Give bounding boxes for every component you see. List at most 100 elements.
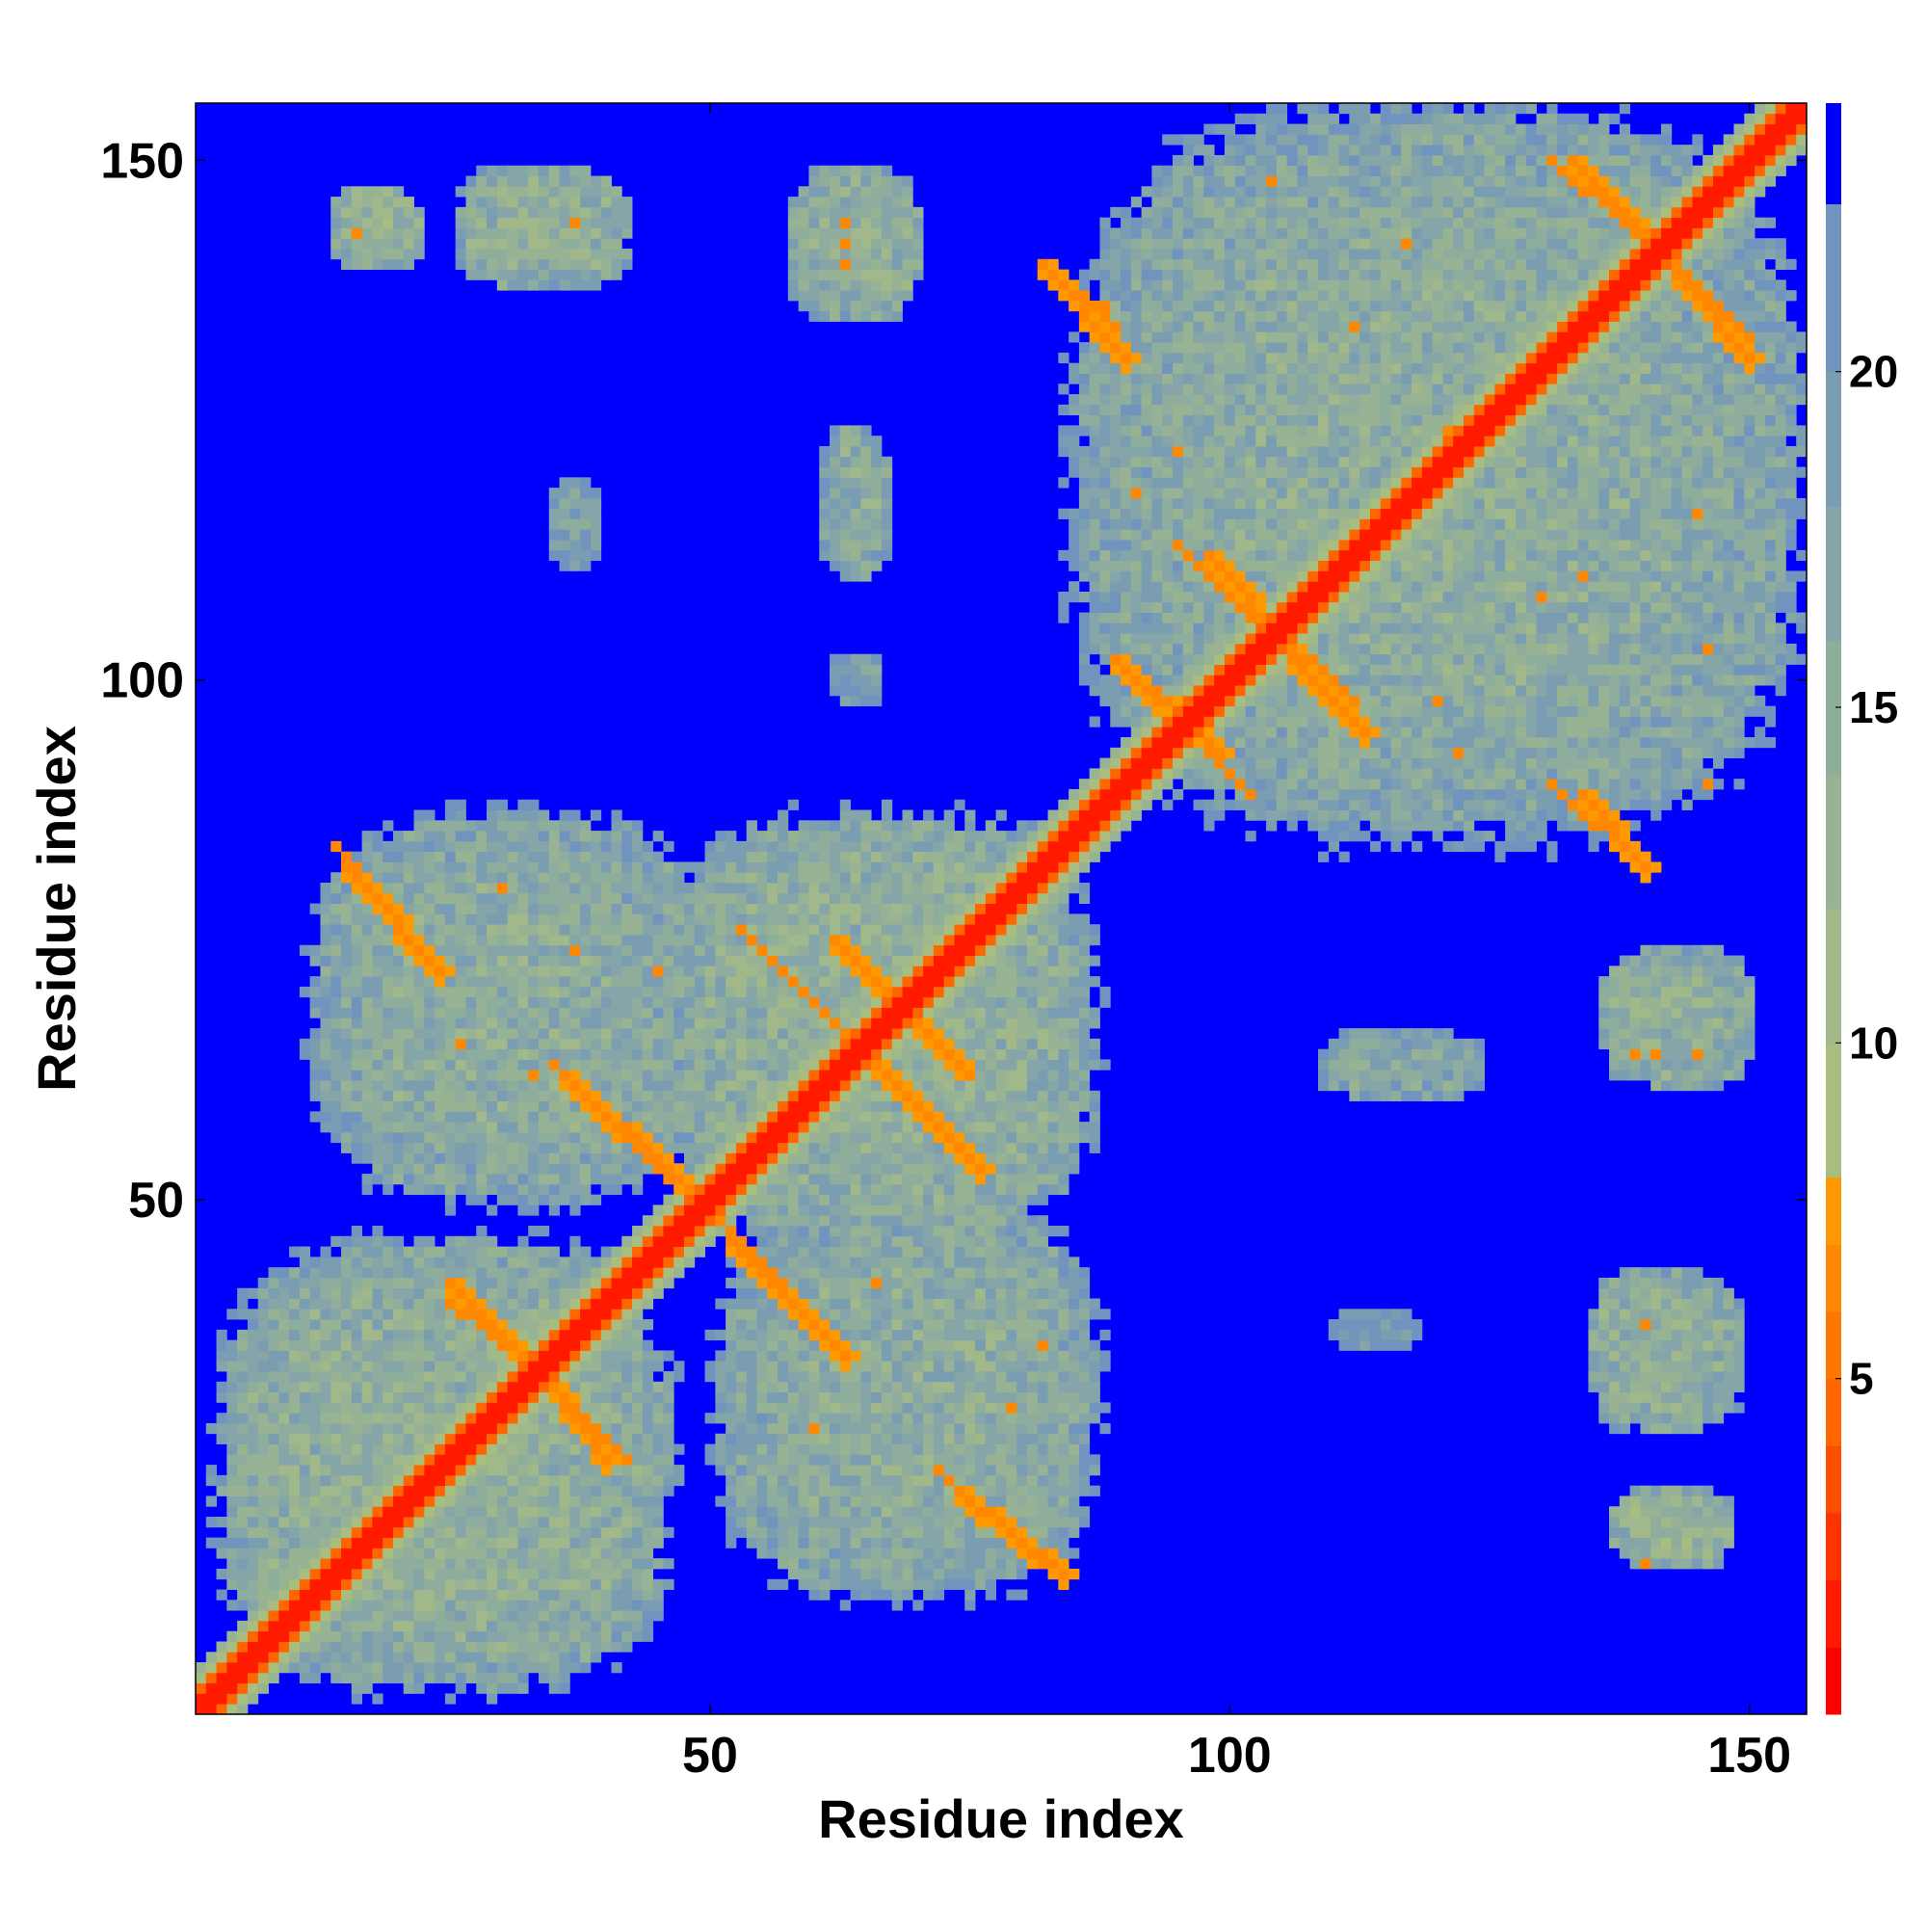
heatmap-cell: [1016, 1495, 1028, 1507]
heatmap-cell: [1650, 955, 1662, 966]
heatmap-cell: [787, 1142, 800, 1153]
heatmap-cell: [361, 1672, 373, 1684]
heatmap-cell: [216, 1589, 227, 1601]
heatmap-cell: [548, 996, 560, 1008]
heatmap-cell: [943, 1100, 955, 1112]
heatmap-cell: [1712, 1402, 1725, 1414]
heatmap-cell: [548, 1007, 560, 1019]
heatmap-cell: [444, 1194, 457, 1205]
heatmap-cell: [1058, 1465, 1069, 1476]
heatmap-cell: [559, 1506, 570, 1518]
heatmap-cell: [964, 1422, 976, 1435]
heatmap-cell: [1369, 1059, 1391, 1071]
heatmap-cell: [954, 1350, 965, 1362]
heatmap-cell: [465, 976, 498, 988]
heatmap-cell: [756, 976, 768, 988]
heatmap-cell: [964, 1381, 976, 1392]
heatmap-cell: [819, 1194, 831, 1205]
heatmap-cell: [1650, 986, 1662, 998]
heatmap-cell: [424, 1339, 446, 1351]
heatmap-cell: [392, 1079, 405, 1092]
heatmap-cell: [632, 1028, 644, 1040]
heatmap-cell: [538, 1028, 550, 1040]
heatmap-cell: [569, 1246, 581, 1257]
heatmap-cell: [778, 1070, 789, 1081]
heatmap-cell: [237, 1309, 259, 1320]
heatmap-cell: [517, 1682, 529, 1694]
heatmap-cell: [632, 1568, 644, 1580]
heatmap-cell: [611, 1517, 622, 1528]
heatmap-cell: [309, 1391, 331, 1403]
heatmap-cell: [995, 1485, 1007, 1496]
heatmap-cell: [1660, 1485, 1682, 1496]
heatmap-cell: [299, 944, 311, 956]
heatmap-cell: [455, 1257, 466, 1268]
heatmap-cell: [808, 1226, 820, 1237]
heatmap-cell: [1712, 1391, 1734, 1403]
heatmap-cell: [435, 892, 466, 905]
heatmap-cell: [392, 1298, 405, 1310]
heatmap-cell: [787, 1433, 820, 1444]
heatmap-cell: [341, 883, 353, 894]
heatmap-cell: [403, 1517, 414, 1528]
heatmap-cell: [1037, 1506, 1059, 1518]
heatmap-cell: [891, 1100, 903, 1112]
heatmap-cell: [860, 1381, 872, 1392]
heatmap-cell: [746, 1194, 779, 1205]
heatmap-cell: [361, 1641, 373, 1653]
heatmap-cell: [372, 1122, 394, 1133]
heatmap-cell: [226, 1630, 238, 1642]
heatmap-cell: [1058, 1578, 1069, 1590]
heatmap-cell: [995, 966, 1017, 977]
heatmap-cell: [392, 1309, 405, 1320]
heatmap-cell: [435, 1548, 446, 1559]
heatmap-cell: [767, 1287, 779, 1299]
heatmap-cell: [465, 1630, 488, 1642]
heatmap-cell: [444, 1048, 457, 1060]
heatmap-cell: [923, 1413, 935, 1424]
heatmap-cell: [735, 1517, 748, 1528]
heatmap-cell: [590, 976, 602, 988]
heatmap-cell: [1026, 1474, 1039, 1487]
heatmap-cell: [652, 872, 674, 884]
heatmap-cell: [580, 986, 592, 998]
heatmap-cell: [330, 1662, 342, 1674]
heatmap-cell: [559, 1183, 592, 1196]
heatmap-cell: [611, 1620, 633, 1632]
heatmap-cell: [351, 903, 362, 914]
heatmap-cell: [403, 903, 414, 914]
heatmap-cell: [1069, 1152, 1080, 1164]
heatmap-cell: [1650, 944, 1662, 956]
heatmap-cell: [1609, 996, 1621, 1008]
heatmap-cell: [830, 1142, 841, 1153]
heatmap-cell: [830, 1215, 841, 1227]
heatmap-cell: [912, 1277, 924, 1289]
heatmap-cell: [330, 1422, 342, 1435]
heatmap-cell: [808, 883, 820, 894]
heatmap-cell: [787, 1465, 800, 1476]
heatmap-cell: [205, 1537, 249, 1548]
heatmap-cell: [247, 1361, 259, 1372]
heatmap-cell: [424, 1672, 436, 1684]
heatmap-cell: [726, 1235, 748, 1247]
heatmap-cell: [663, 1578, 674, 1590]
heatmap-cell: [361, 1391, 373, 1403]
heatmap-cell: [912, 1038, 924, 1050]
heatmap-cell: [1359, 1329, 1371, 1341]
heatmap-cell: [881, 1578, 913, 1590]
heatmap-cell: [912, 955, 924, 966]
heatmap-cell: [975, 1495, 987, 1507]
heatmap-cell: [569, 1465, 581, 1476]
heatmap-cell: [320, 1048, 331, 1060]
heatmap-cell: [600, 1600, 612, 1611]
heatmap-cell: [985, 1070, 997, 1081]
heatmap-cell: [881, 1277, 903, 1289]
heatmap-cell: [517, 1672, 529, 1684]
heatmap-cell: [1037, 1495, 1048, 1507]
heatmap-cell: [580, 1465, 602, 1476]
heatmap-cell: [424, 851, 436, 862]
heatmap-cell: [569, 1485, 592, 1496]
heatmap-cell: [881, 1152, 893, 1164]
heatmap-cell: [1692, 1402, 1703, 1414]
heatmap-cell: [496, 1682, 518, 1694]
